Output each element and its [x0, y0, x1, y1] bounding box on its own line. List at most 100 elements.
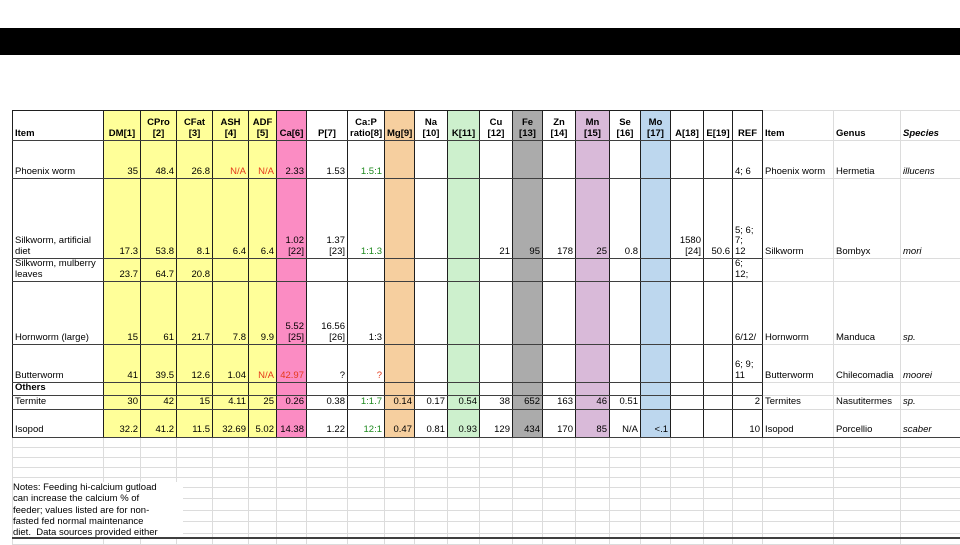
cell-hornworm-large-item[interactable]: Hornworm (large) [13, 282, 104, 345]
column-header-k[interactable]: K[11] [448, 111, 480, 141]
cell-butterworm-cu[interactable] [480, 345, 513, 383]
cell-isopod-item2[interactable]: Isopod [763, 409, 834, 437]
cell-butterworm-se[interactable] [610, 345, 641, 383]
cell-notes-row-2-se[interactable] [610, 498, 641, 510]
cell-termite-se[interactable]: 0.51 [610, 395, 641, 409]
cell-silkworm-mulberry-leaves-ref[interactable]: 6; 12; [733, 259, 763, 282]
cell-butterworm-mg[interactable] [385, 345, 415, 383]
cell-blank-3-na[interactable] [415, 457, 448, 467]
cell-notes-row-4-ca[interactable] [277, 521, 307, 533]
cell-notes-row-2-zn[interactable] [543, 498, 576, 510]
cell-notes-row-4-genus[interactable] [834, 521, 901, 533]
cell-blank-4-adf[interactable] [249, 467, 277, 477]
cell-termite-item[interactable]: Termite [13, 395, 104, 409]
cell-blank-5-na[interactable] [415, 477, 448, 487]
cell-blank-3-ratio[interactable] [348, 457, 385, 467]
cell-blank-1-cpro[interactable] [141, 437, 177, 447]
cell-phoenix-worm-cpro[interactable]: 48.4 [141, 141, 177, 179]
cell-blank-5-mg[interactable] [385, 477, 415, 487]
cell-blank-2-mn[interactable] [576, 447, 610, 457]
cell-notes-row-2-adf[interactable] [249, 498, 277, 510]
cell-blank-4-se[interactable] [610, 467, 641, 477]
column-header-e[interactable]: E[19] [704, 111, 733, 141]
cell-notes-row-1-ca[interactable] [277, 487, 307, 498]
cell-phoenix-worm-na[interactable] [415, 141, 448, 179]
cell-notes-row-4-zn[interactable] [543, 521, 576, 533]
cell-notes-row-3-ca[interactable] [277, 510, 307, 521]
cell-blank-2-item2[interactable] [763, 447, 834, 457]
cell-notes-row-4-item2[interactable] [763, 521, 834, 533]
cell-hornworm-large-fe[interactable] [513, 282, 543, 345]
cell-silkworm-artificial-diet-dm[interactable]: 17.3 [104, 179, 141, 259]
cell-notes-row-1-na[interactable] [415, 487, 448, 498]
cell-blank-3-p[interactable] [307, 457, 348, 467]
cell-notes-row-3-genus[interactable] [834, 510, 901, 521]
cell-hornworm-large-mo[interactable] [641, 282, 671, 345]
cell-notes-row-2-genus[interactable] [834, 498, 901, 510]
cell-blank-2-fe[interactable] [513, 447, 543, 457]
cell-blank-1-na[interactable] [415, 437, 448, 447]
cell-blank-4-fe[interactable] [513, 467, 543, 477]
cell-blank-2-p[interactable] [307, 447, 348, 457]
cell-phoenix-worm-se[interactable] [610, 141, 641, 179]
cell-blank-2-ratio[interactable] [348, 447, 385, 457]
cell-silkworm-mulberry-leaves-na[interactable] [415, 259, 448, 282]
cell-notes-row-1-k[interactable] [448, 487, 480, 498]
cell-termite-adf[interactable]: 25 [249, 395, 277, 409]
column-header-na[interactable]: Na [10] [415, 111, 448, 141]
cell-notes-row-3-zn[interactable] [543, 510, 576, 521]
cell-termite-ratio[interactable]: 1:1.7 [348, 395, 385, 409]
cell-notes-row-2-ca[interactable] [277, 498, 307, 510]
cell-silkworm-artificial-diet-mo[interactable] [641, 179, 671, 259]
cell-silkworm-artificial-diet-cu[interactable]: 21 [480, 179, 513, 259]
cell-hornworm-large-ca[interactable]: 5.52 [25] [277, 282, 307, 345]
cell-notes-row-4-mg[interactable] [385, 521, 415, 533]
cell-notes-row-2-mn[interactable] [576, 498, 610, 510]
cell-notes-row-3-adf[interactable] [249, 510, 277, 521]
cell-blank-3-cu[interactable] [480, 457, 513, 467]
cell-blank-3-species[interactable] [901, 457, 960, 467]
cell-phoenix-worm-k[interactable] [448, 141, 480, 179]
cell-blank-1-ca[interactable] [277, 437, 307, 447]
cell-notes-row-1-species[interactable] [901, 487, 960, 498]
cell-notes-row-2-a[interactable] [671, 498, 704, 510]
cell-others-section-cu[interactable] [480, 383, 513, 396]
column-header-ratio[interactable]: Ca:P ratio[8] [348, 111, 385, 141]
cell-others-section-item2[interactable] [763, 383, 834, 396]
cell-silkworm-mulberry-leaves-p[interactable] [307, 259, 348, 282]
cell-butterworm-cpro[interactable]: 39.5 [141, 345, 177, 383]
cell-others-section-adf[interactable] [249, 383, 277, 396]
cell-phoenix-worm-ca[interactable]: 2.33 [277, 141, 307, 179]
cell-others-section-item[interactable]: Others [13, 383, 104, 396]
cell-others-section-mo[interactable] [641, 383, 671, 396]
cell-isopod-species[interactable]: scaber [901, 409, 960, 437]
cell-hornworm-large-dm[interactable]: 15 [104, 282, 141, 345]
column-header-ca[interactable]: Ca[6] [277, 111, 307, 141]
cell-phoenix-worm-species[interactable]: illucens [901, 141, 960, 179]
cell-blank-4-zn[interactable] [543, 467, 576, 477]
cell-blank-2-ca[interactable] [277, 447, 307, 457]
cell-blank-1-cu[interactable] [480, 437, 513, 447]
cell-isopod-k[interactable]: 0.93 [448, 409, 480, 437]
cell-silkworm-mulberry-leaves-mn[interactable] [576, 259, 610, 282]
cell-blank-2-species[interactable] [901, 447, 960, 457]
cell-notes-row-1-mg[interactable] [385, 487, 415, 498]
cell-phoenix-worm-ref[interactable]: 4; 6 [733, 141, 763, 179]
cell-phoenix-worm-cfat[interactable]: 26.8 [177, 141, 213, 179]
cell-notes-row-1-se[interactable] [610, 487, 641, 498]
cell-notes-row-3-na[interactable] [415, 510, 448, 521]
cell-silkworm-mulberry-leaves-cfat[interactable]: 20.8 [177, 259, 213, 282]
cell-butterworm-p[interactable]: ? [307, 345, 348, 383]
cell-phoenix-worm-item[interactable]: Phoenix worm [13, 141, 104, 179]
cell-silkworm-artificial-diet-fe[interactable]: 95 [513, 179, 543, 259]
cell-termite-dm[interactable]: 30 [104, 395, 141, 409]
cell-isopod-dm[interactable]: 32.2 [104, 409, 141, 437]
cell-notes-row-4-ratio[interactable] [348, 521, 385, 533]
column-header-cfat[interactable]: CFat [3] [177, 111, 213, 141]
cell-hornworm-large-p[interactable]: 16.56 [26] [307, 282, 348, 345]
cell-termite-fe[interactable]: 652 [513, 395, 543, 409]
cell-silkworm-artificial-diet-mn[interactable]: 25 [576, 179, 610, 259]
cell-silkworm-mulberry-leaves-item2[interactable] [763, 259, 834, 282]
cell-notes-row-3-fe[interactable] [513, 510, 543, 521]
cell-notes-row-4-e[interactable] [704, 521, 733, 533]
